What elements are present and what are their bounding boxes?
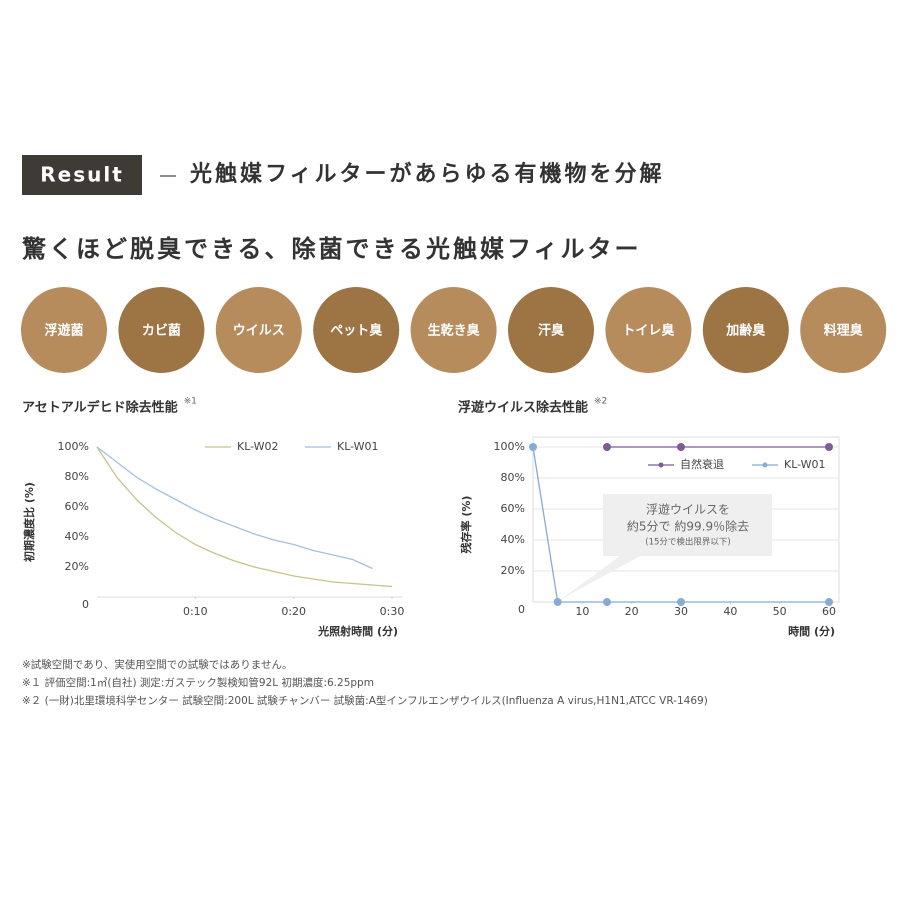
category-label: 料理臭 xyxy=(824,323,863,339)
y-tick-label: 80% xyxy=(65,470,89,483)
y-axis-label: 初期濃度比 (%) xyxy=(22,482,36,562)
series-line xyxy=(96,446,373,570)
legend-dot xyxy=(762,462,768,468)
annotation-text: 約5分で 約99.9％除去 xyxy=(627,519,749,534)
category-circle xyxy=(118,287,205,373)
y-tick-label: 20% xyxy=(65,560,89,573)
category-circle xyxy=(410,287,497,373)
point xyxy=(825,598,833,606)
category-circle xyxy=(215,287,302,373)
category-circle xyxy=(702,287,789,373)
x-tick-label: 40 xyxy=(723,605,737,618)
x-tick-label: 0:20 xyxy=(281,605,306,618)
x-axis-label: 時間 (分) xyxy=(788,624,835,638)
subtitle: 驚くほど脱臭できる、除菌できる光触媒フィルター xyxy=(21,235,642,263)
category-label: ウイルス xyxy=(233,324,285,339)
category-label: 加齢臭 xyxy=(725,323,765,339)
x-tick-label: 10 xyxy=(575,605,589,618)
y-tick-label: 80% xyxy=(501,471,525,484)
chart-title: アセトアルデヒド除去性能 xyxy=(22,400,178,416)
footnote: ※１ 評価空間:1㎥(自社) 測定:ガステック製検知管92L 初期濃度:6.25… xyxy=(22,676,374,689)
x-tick-label: 20 xyxy=(625,605,639,618)
category-label: ペット臭 xyxy=(330,323,382,339)
y-tick-label: 100% xyxy=(58,440,89,453)
category-circle xyxy=(21,287,107,373)
category-circle xyxy=(508,287,594,373)
y-tick-label: 60% xyxy=(501,502,525,515)
y-tick-label: 40% xyxy=(501,533,525,546)
annotation-text: (15分で検出限界以下) xyxy=(645,537,730,548)
x-axis-label: 光照射時間 (分) xyxy=(317,624,398,638)
category-label: カビ菌 xyxy=(142,323,181,339)
legend-dot xyxy=(658,462,664,468)
category-circle xyxy=(605,287,692,373)
category-label: 生乾き臭 xyxy=(428,323,480,339)
series-line xyxy=(96,446,393,588)
point xyxy=(553,598,562,606)
x-tick-label: 0:10 xyxy=(183,605,208,618)
header-title: 光触媒フィルターがあらゆる有機物を分解 xyxy=(189,161,665,187)
badge-box xyxy=(22,155,142,195)
category-label: 汗臭 xyxy=(538,323,564,339)
y-tick-label: 60% xyxy=(65,500,89,513)
point xyxy=(603,443,611,451)
y-tick-label: 40% xyxy=(65,530,89,543)
y-tick-label: 20% xyxy=(501,564,525,577)
point xyxy=(677,598,685,606)
category-circle xyxy=(800,287,887,373)
y-tick-label: 0 xyxy=(518,603,525,616)
annotation-box xyxy=(560,494,772,600)
y-tick-label: 100% xyxy=(494,440,525,453)
category-label: 浮遊菌 xyxy=(44,323,83,339)
footnote: ※２ (一財)北里環境科学センター 試験空間:200L 試験チャンバー 試験菌:… xyxy=(22,694,708,707)
category-circle xyxy=(313,287,400,373)
point xyxy=(529,443,537,451)
x-tick-label: 50 xyxy=(773,605,787,618)
point xyxy=(825,443,833,451)
point xyxy=(677,443,685,451)
x-tick-label: 60 xyxy=(822,605,836,618)
legend-label: 自然衰退 xyxy=(680,457,724,471)
footnote: ※試験空間であり、実使用空間での試験ではありません。 xyxy=(22,658,292,671)
legend-label: KL-W01 xyxy=(337,440,379,453)
chart-title-note: ※2 xyxy=(594,397,607,407)
x-tick-label: 0:30 xyxy=(380,605,405,618)
category-label: トイレ臭 xyxy=(622,323,674,339)
chart-title-note: ※1 xyxy=(184,397,197,407)
y-axis-label: 残存率 (%) xyxy=(459,496,473,554)
x-tick-label: 30 xyxy=(674,605,688,618)
legend-label: KL-W02 xyxy=(237,440,279,453)
point xyxy=(603,598,611,606)
chart-title: 浮遊ウイルス除去性能 xyxy=(458,400,588,416)
badge: Result xyxy=(40,163,124,187)
y-tick-label: 0 xyxy=(82,598,89,611)
annotation-text: 浮遊ウイルスを xyxy=(646,502,730,517)
legend-label: KL-W01 xyxy=(784,458,826,471)
